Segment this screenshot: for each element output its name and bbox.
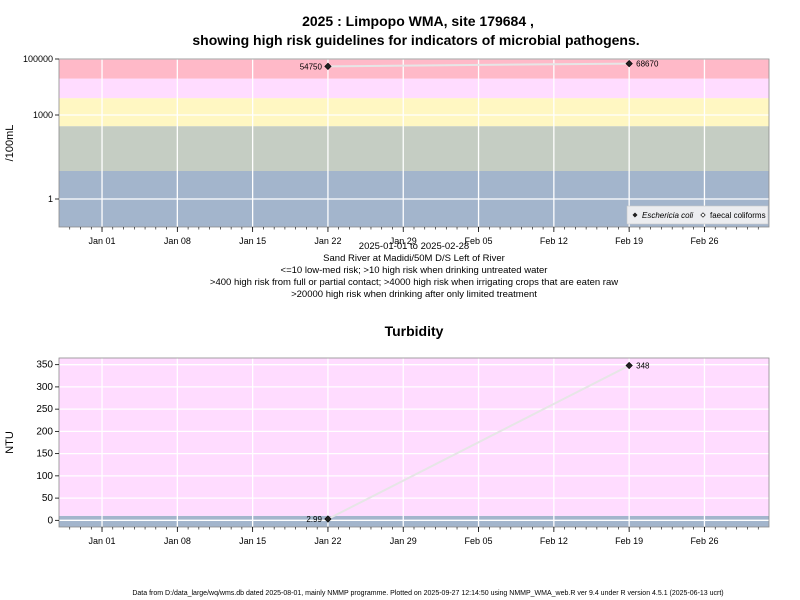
series-line-0 — [327, 364, 630, 520]
legend-box — [626, 205, 769, 225]
x-tick-label-4: Jan 29 — [390, 236, 417, 246]
x-tick-label-8: Feb 26 — [690, 536, 718, 546]
data-point-0-0 — [324, 515, 332, 523]
y-tick-label-6: 300 — [36, 382, 53, 393]
data-point-0-0 — [324, 62, 332, 70]
data-label-0-1: 348 — [636, 362, 650, 371]
risk-band-1 — [59, 126, 769, 171]
caption-guideline-1: <=10 low-med risk; >10 high risk when dr… — [281, 265, 548, 276]
x-minor-ticks — [69, 527, 759, 530]
chart-title: 2025 : Limpopo WMA, site 179684 , — [302, 13, 534, 29]
x-tick-label-5: Feb 05 — [465, 236, 493, 246]
legend-marker-open-diamond — [700, 212, 706, 218]
x-tick-label-7: Feb 19 — [615, 236, 643, 246]
x-tick-label-0: Jan 01 — [89, 536, 116, 546]
caption-date-range: 2025-01-01 to 2025-02-28 — [359, 241, 469, 252]
chart-subtitle: showing high risk guidelines for indicat… — [192, 32, 639, 48]
x-tick-label-2: Jan 15 — [239, 536, 266, 546]
x-tick-label-1: Jan 08 — [164, 536, 191, 546]
risk-band-0 — [59, 515, 769, 527]
legend-entry-faecal-coliforms: faecal coliforms — [710, 211, 766, 220]
x-tick-label-0: Jan 01 — [89, 236, 116, 246]
x-tick-label-6: Feb 12 — [540, 236, 568, 246]
x-tick-label-6: Feb 12 — [540, 536, 568, 546]
risk-band-4 — [59, 59, 769, 79]
legend: Eschericia coli faecal coliforms — [626, 205, 769, 225]
data-point-0-1 — [625, 361, 633, 370]
y-tick-label-1: 1000 — [33, 110, 53, 120]
data-label-0-0: 2.99 — [306, 515, 322, 524]
y-axis-label: /100mL — [4, 125, 16, 162]
gridlines — [59, 358, 769, 527]
data-point-0-1 — [625, 59, 633, 68]
footer-note: Data from D:/data_large/wq/wms.db dated … — [132, 590, 723, 597]
data-label-0-1: 68670 — [636, 60, 659, 69]
series-line-0 — [327, 62, 630, 68]
y-tick-label-2: 100000 — [23, 54, 53, 64]
y-tick-label-3: 150 — [36, 449, 53, 460]
y-tick-label-0: 0 — [47, 515, 53, 526]
data-label-0-0: 54750 — [300, 62, 323, 71]
risk-band-2 — [59, 98, 769, 127]
x-tick-label-4: Jan 29 — [390, 536, 417, 546]
legend-entry-ecoli: Eschericia coli — [642, 211, 693, 220]
microbial-plot: 1 1000 100000 Jan 01 Jan 08 Jan 15 Jan 22 Jan 2… — [4, 54, 770, 246]
x-tick-label-3: Jan 22 — [314, 236, 341, 246]
legend-marker-filled-diamond — [632, 212, 638, 218]
y-tick-label-0: 1 — [48, 194, 53, 204]
x-tick-label-5: Feb 05 — [465, 536, 493, 546]
x-tick-label-1: Jan 08 — [164, 236, 191, 246]
caption-guideline-2: >400 high risk from full or partial cont… — [210, 277, 618, 288]
caption-site: Sand River at Madidi/50M D/S Left of Riv… — [323, 253, 505, 264]
y-tick-label-1: 50 — [42, 493, 54, 504]
x-tick-label-3: Jan 22 — [314, 536, 341, 546]
x-tick-label-7: Feb 19 — [615, 536, 643, 546]
y-tick-label-7: 350 — [36, 360, 53, 371]
turbidity-title: Turbidity — [385, 323, 444, 339]
y-tick-label-2: 100 — [36, 471, 53, 482]
y-axis-label: NTU — [4, 431, 16, 454]
y-tick-label-4: 200 — [36, 426, 53, 437]
caption-guideline-3: >20000 high risk when drinking after onl… — [291, 289, 537, 300]
risk-band-3 — [59, 78, 769, 99]
x-tick-label-2: Jan 15 — [239, 236, 266, 246]
turbidity-plot: 0 50 100 150 200 250 300 350 Jan 01 Jan 08 Jan 15 J… — [4, 357, 770, 546]
y-tick-label-5: 250 — [36, 404, 53, 415]
risk-band-1 — [59, 358, 769, 516]
x-tick-label-8: Feb 26 — [690, 236, 718, 246]
